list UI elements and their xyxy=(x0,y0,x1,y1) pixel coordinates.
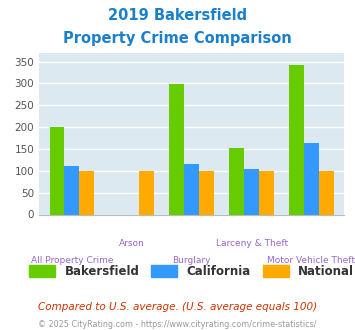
Bar xyxy=(199,171,214,214)
Bar xyxy=(244,170,259,214)
Text: 2019 Bakersfield: 2019 Bakersfield xyxy=(108,8,247,23)
Bar xyxy=(80,171,94,214)
Text: Larceny & Theft: Larceny & Theft xyxy=(215,240,288,248)
Bar xyxy=(65,166,80,214)
Bar xyxy=(139,171,154,214)
Text: © 2025 CityRating.com - https://www.cityrating.com/crime-statistics/: © 2025 CityRating.com - https://www.city… xyxy=(38,320,317,329)
Bar xyxy=(50,127,65,214)
Bar xyxy=(229,148,244,214)
Bar xyxy=(319,171,334,214)
Bar xyxy=(259,171,274,214)
Bar xyxy=(169,84,184,214)
Legend: Bakersfield, California, National: Bakersfield, California, National xyxy=(24,260,355,283)
Bar xyxy=(289,65,304,214)
Text: Motor Vehicle Theft: Motor Vehicle Theft xyxy=(267,256,355,265)
Text: All Property Crime: All Property Crime xyxy=(31,256,113,265)
Text: Arson: Arson xyxy=(119,240,145,248)
Bar xyxy=(304,143,319,214)
Text: Burglary: Burglary xyxy=(173,256,211,265)
Text: Compared to U.S. average. (U.S. average equals 100): Compared to U.S. average. (U.S. average … xyxy=(38,302,317,312)
Text: Property Crime Comparison: Property Crime Comparison xyxy=(63,31,292,46)
Bar xyxy=(184,164,199,214)
